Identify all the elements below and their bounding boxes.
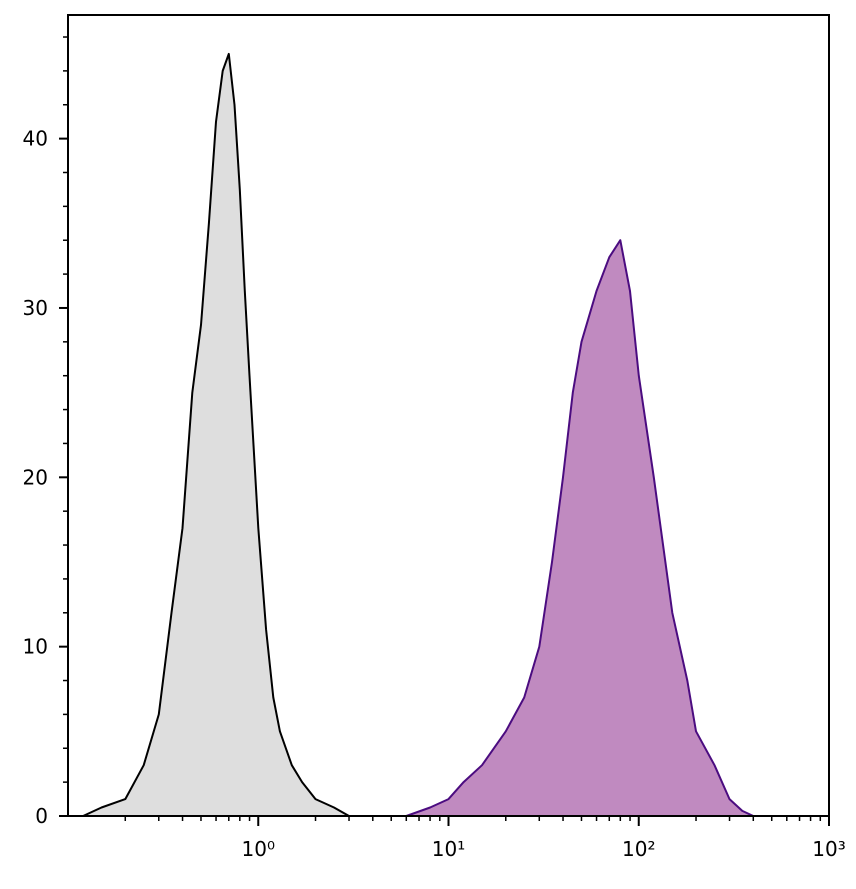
histogram-line — [405, 239, 754, 817]
y-tick-label: 10 — [23, 635, 48, 659]
y-tick-label: 0 — [35, 804, 48, 828]
y-tick-label: 40 — [23, 127, 48, 151]
x-tick-label: 10⁰ — [242, 837, 275, 861]
y-tick-label: 30 — [23, 296, 48, 320]
y-tick-label: 20 — [23, 465, 48, 489]
histogram-area — [83, 53, 373, 816]
x-tick-label: 10¹ — [432, 837, 465, 861]
histogram-area — [406, 240, 754, 816]
histogram-line — [82, 52, 373, 817]
x-tick-label: 10² — [622, 837, 655, 861]
x-tick-label: 10³ — [812, 837, 845, 861]
